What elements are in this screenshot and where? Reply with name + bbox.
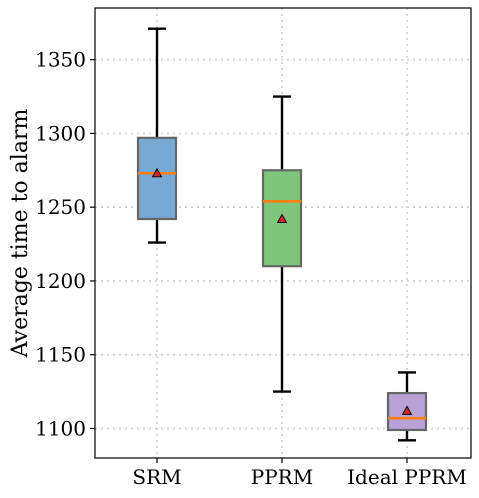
ticks-layer: 1100 1150 1200 1250 1300 1350 SRM PPRM Ideal PPR… <box>35 48 467 489</box>
box-group-srm <box>136 27 178 244</box>
y-tick-label: 1150 <box>35 343 86 367</box>
y-tick-label: 1350 <box>35 48 86 72</box>
y-axis-title: Average time to alarm <box>8 109 33 359</box>
x-tick-label: PPRM <box>251 465 313 489</box>
x-tick-label: Ideal PPRM <box>347 465 467 489</box>
box-group-pprm <box>261 95 303 393</box>
iqr-box <box>386 391 428 432</box>
y-tick-label: 1200 <box>35 269 86 293</box>
x-tick-label: SRM <box>132 465 181 489</box>
iqr-box <box>136 136 178 221</box>
box-group-ideal-pprm <box>386 371 428 442</box>
plot-frame <box>94 7 472 459</box>
boxes-layer <box>136 27 428 442</box>
mean-marker <box>151 167 163 178</box>
mean-marker <box>401 405 413 415</box>
y-tick-label: 1250 <box>35 195 86 219</box>
y-tick-label: 1300 <box>35 121 86 145</box>
mean-marker <box>276 213 288 224</box>
y-tick-label: 1100 <box>35 416 86 440</box>
